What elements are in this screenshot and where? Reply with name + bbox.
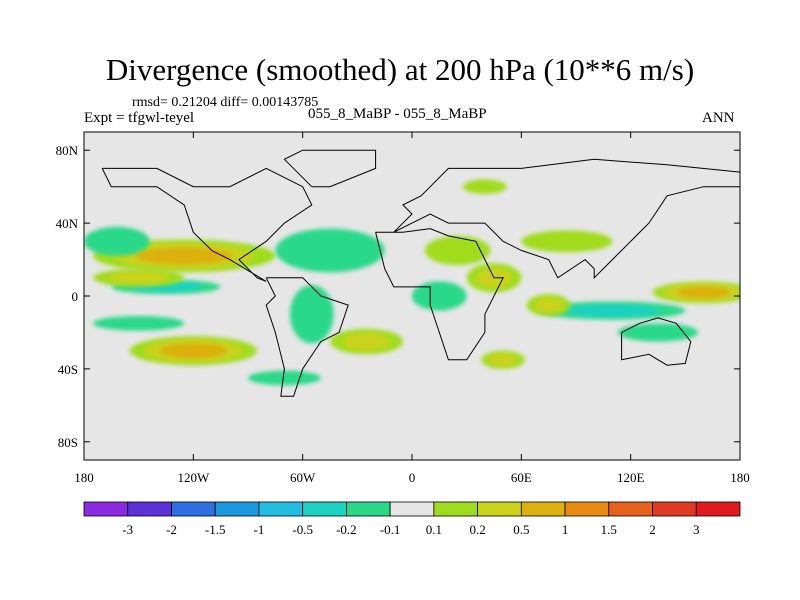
- colorbar-label: -1.5: [205, 522, 226, 537]
- colorbar-label: 3: [693, 522, 700, 537]
- field-feature: [93, 316, 185, 331]
- x-tick-label: 60E: [511, 470, 532, 485]
- field-contour: [565, 304, 660, 317]
- x-tick-label: 120W: [177, 470, 210, 485]
- field-feature: [617, 323, 699, 342]
- field-contour: [135, 247, 233, 265]
- colorbar-label: 0.5: [513, 522, 529, 537]
- colorbar-label: -0.1: [380, 522, 401, 537]
- field-feature: [129, 336, 258, 366]
- coastline: [101, 167, 313, 282]
- colorbar-label: -2: [166, 522, 177, 537]
- y-tick-label: 80S: [58, 435, 78, 450]
- field-contour: [109, 271, 169, 284]
- field-feature: [463, 179, 507, 194]
- field-contour: [248, 370, 321, 386]
- case-label: 055_8_MaBP - 055_8_MaBP: [308, 106, 487, 122]
- colorbar-swatch: [302, 501, 347, 517]
- coastline: [393, 158, 740, 280]
- x-tick-label: 120E: [617, 470, 645, 485]
- colorbar-swatch: [345, 501, 391, 517]
- x-axis: 180 120W 60W 0 60E 120E 180: [74, 132, 750, 485]
- colorbar-swatch: [127, 501, 172, 517]
- coastline: [265, 277, 349, 397]
- field-contour: [93, 316, 185, 331]
- colorbar-swatch: [171, 501, 216, 517]
- field-feature: [93, 268, 185, 287]
- divergence-field: [84, 179, 740, 386]
- season-label: ANN: [702, 110, 735, 126]
- x-tick-label: 180: [730, 470, 750, 485]
- y-tick-label: 0: [72, 289, 79, 304]
- y-axis: 80N 40N 0 40S 80S: [56, 143, 740, 450]
- field-feature: [652, 281, 740, 304]
- colorbar-swatch: [477, 501, 522, 517]
- expt-label: Expt = tfgwl-teyel: [84, 110, 195, 126]
- chart-title: Divergence (smoothed) at 200 hPa (10**6 …: [105, 52, 695, 87]
- field-contour: [342, 333, 391, 350]
- field-contour: [412, 281, 467, 311]
- colorbar-swatch: [652, 501, 697, 517]
- colorbar-label: 0.2: [469, 522, 485, 537]
- colorbar-swatch: [433, 501, 479, 517]
- x-tick-label: 60W: [290, 470, 316, 485]
- field-feature: [481, 350, 525, 369]
- x-tick-label: 0: [409, 470, 416, 485]
- colorbar-swatch: [258, 501, 304, 517]
- colorbar-label: 1: [562, 522, 569, 537]
- y-tick-label: 80N: [56, 143, 79, 158]
- field-contour: [488, 353, 518, 366]
- colorbar-label: -0.5: [292, 522, 313, 537]
- field-contour: [534, 298, 563, 313]
- field-feature: [275, 228, 385, 273]
- y-tick-label: 40N: [56, 216, 79, 231]
- field-contour: [463, 179, 507, 194]
- stats-label: rmsd= 0.21204 diff= 0.00143785: [132, 95, 319, 110]
- colorbar-label: 0.1: [426, 522, 442, 537]
- x-tick-label: 180: [74, 470, 94, 485]
- y-tick-label: 40S: [58, 362, 78, 377]
- coastline: [375, 228, 504, 361]
- coastline: [283, 149, 377, 188]
- field-contour: [521, 230, 613, 253]
- colorbar-label: 1.5: [601, 522, 617, 537]
- field-contour: [289, 285, 334, 344]
- field-contour: [424, 235, 491, 266]
- colorbar-swatch: [389, 501, 435, 517]
- colorbar-swatch: [214, 501, 260, 517]
- field-feature: [84, 226, 150, 256]
- field-contour: [617, 323, 699, 342]
- coastline: [621, 317, 692, 366]
- colorbar-label: -1: [254, 522, 265, 537]
- field-feature: [526, 294, 571, 317]
- field-contour: [84, 226, 150, 256]
- coastlines: [101, 149, 740, 397]
- colorbar-swatch: [83, 501, 129, 517]
- field-contour: [676, 286, 731, 299]
- colorbar: -3 -2 -1.5 -1 -0.5 -0.2 -0.1 0.1 0.2 0.5 1 1.5 2 3: [83, 501, 741, 537]
- field-contour: [275, 228, 385, 273]
- colorbar-label: -0.2: [336, 522, 357, 537]
- field-feature: [330, 328, 403, 355]
- field-feature: [412, 281, 467, 311]
- field-feature: [521, 230, 613, 253]
- colorbar-label: -3: [122, 522, 133, 537]
- field-feature: [248, 370, 321, 386]
- field-feature: [539, 301, 686, 320]
- colorbar-swatch: [608, 501, 653, 517]
- field-contour: [159, 342, 228, 359]
- field-feature: [289, 285, 334, 344]
- colorbar-swatch: [695, 501, 741, 517]
- field-feature: [424, 235, 491, 266]
- colorbar-label: 2: [649, 522, 656, 537]
- colorbar-swatch: [520, 501, 566, 517]
- colorbar-swatch: [564, 501, 610, 517]
